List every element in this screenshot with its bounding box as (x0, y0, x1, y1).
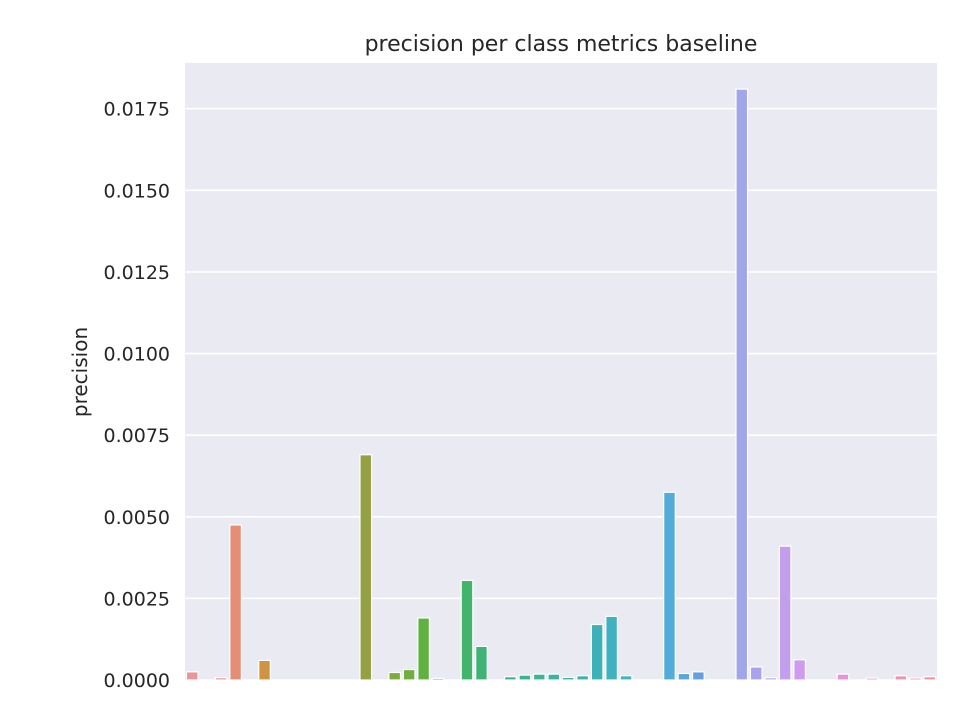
y-tick-labels: 0.0000 0.0025 0.0050 0.0075 0.0100 0.0125 0.01… (104, 99, 170, 692)
bar (258, 659, 271, 681)
y-tick-label: 0.0100 (104, 344, 170, 366)
bar (735, 88, 749, 681)
y-tick-label: 0.0075 (104, 425, 170, 447)
bar (359, 454, 373, 681)
bar (894, 675, 908, 681)
bar (923, 676, 937, 681)
bar (388, 671, 402, 681)
y-tick-label: 0.0000 (104, 670, 170, 692)
y-tick-label: 0.0050 (104, 507, 170, 529)
y-tick-label: 0.0125 (104, 262, 170, 284)
y-tick-label: 0.0025 (104, 588, 170, 610)
y-axis-label: precision (68, 327, 92, 417)
bar (908, 677, 922, 681)
bar (576, 675, 590, 681)
y-tick-label: 0.0150 (104, 180, 170, 202)
bar (532, 673, 546, 681)
bar (836, 673, 850, 681)
bar (590, 623, 604, 681)
bar (475, 645, 488, 681)
grid-lines (185, 107, 937, 681)
bar (749, 666, 763, 681)
bar (402, 668, 416, 681)
bar (619, 675, 633, 681)
bar (417, 617, 431, 681)
bar (431, 677, 445, 681)
bar (865, 677, 879, 681)
bar (518, 674, 532, 681)
y-tick-label: 0.0175 (104, 99, 170, 121)
bar (229, 524, 242, 681)
bar (793, 659, 806, 681)
bar (547, 673, 561, 681)
bars (185, 88, 937, 681)
bar (214, 677, 228, 681)
bar (663, 491, 676, 681)
plot-background (185, 63, 937, 680)
bar (677, 672, 691, 681)
bar (504, 676, 517, 681)
bar (778, 545, 792, 681)
bar (561, 676, 575, 681)
bar (460, 579, 474, 681)
bar (691, 671, 705, 681)
chart-title: precision per class metrics baseline (365, 32, 758, 57)
bar (764, 677, 778, 681)
bar (185, 671, 199, 681)
bar (605, 615, 618, 681)
